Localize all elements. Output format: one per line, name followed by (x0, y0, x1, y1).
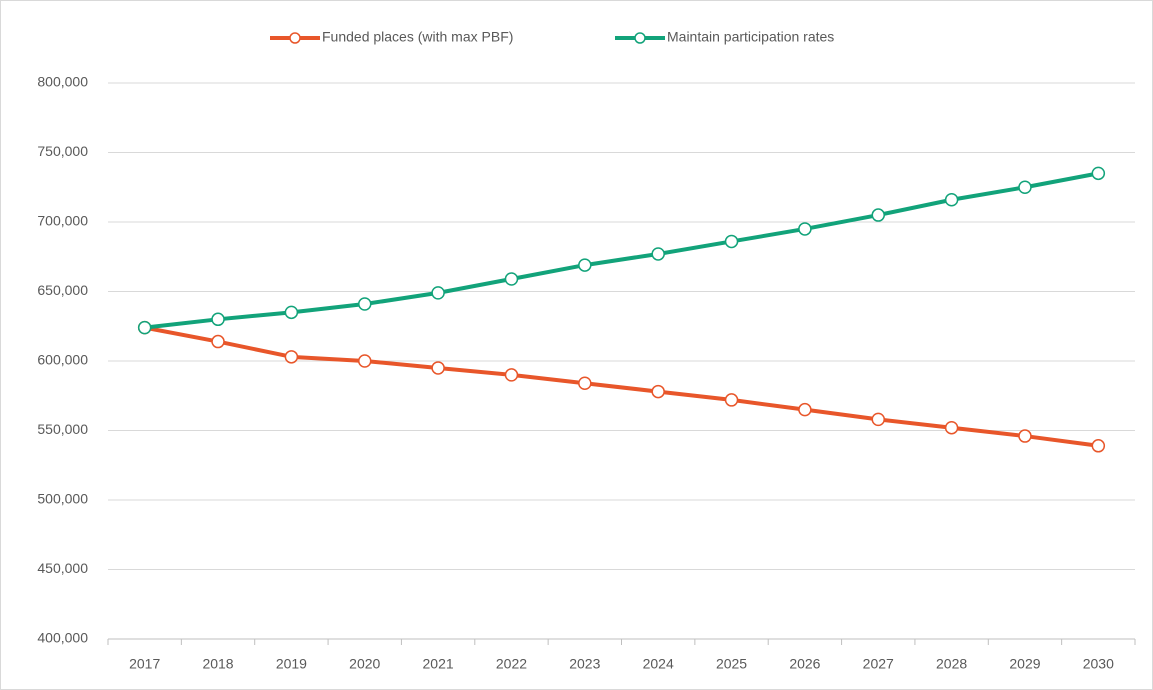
y-tick-label: 750,000 (37, 143, 88, 159)
series-line (144, 325, 1099, 448)
x-tick-label: 2027 (863, 656, 894, 672)
data-point (651, 247, 665, 261)
x-tick-label: 2018 (202, 656, 233, 672)
data-point (578, 258, 592, 272)
y-tick-label: 650,000 (37, 282, 88, 298)
x-tick-label: 2023 (569, 656, 600, 672)
x-tick-label: 2029 (1009, 656, 1040, 672)
data-point (1091, 439, 1106, 453)
x-tick-label: 2028 (936, 656, 967, 672)
y-tick-label: 450,000 (37, 560, 88, 576)
series-line (144, 171, 1099, 330)
x-tick-label: 2020 (349, 656, 380, 672)
data-point (358, 354, 372, 368)
data-point (284, 350, 299, 364)
y-tick-label: 800,000 (37, 74, 88, 90)
data-point (724, 393, 739, 407)
legend-label: Funded places (with max PBF) (322, 29, 513, 45)
data-point (504, 368, 519, 382)
data-point (798, 402, 812, 417)
data-point (137, 320, 152, 335)
data-point (504, 272, 519, 286)
data-point (798, 222, 812, 236)
y-tick-label: 600,000 (37, 352, 88, 368)
data-point (578, 376, 592, 390)
data-point (871, 412, 885, 427)
x-tick-label: 2022 (496, 656, 527, 672)
y-tick-label: 400,000 (37, 630, 88, 646)
y-tick-label: 700,000 (37, 213, 88, 229)
data-point (1018, 180, 1032, 194)
data-point (724, 234, 739, 249)
x-tick-label: 2026 (789, 656, 820, 672)
data-point (651, 384, 665, 399)
legend-marker (634, 32, 646, 44)
x-tick-label: 2030 (1083, 656, 1114, 672)
x-tick-label: 2017 (129, 656, 160, 672)
data-point (944, 420, 959, 435)
data-point (284, 305, 299, 320)
x-tick-label: 2019 (276, 656, 307, 672)
data-point (871, 208, 885, 222)
legend-label: Maintain participation rates (667, 29, 834, 45)
data-point (358, 297, 372, 311)
data-point (211, 334, 225, 349)
data-point (431, 286, 445, 300)
x-tick-label: 2025 (716, 656, 747, 672)
data-point (1018, 429, 1032, 443)
y-tick-label: 550,000 (37, 421, 88, 437)
data-point (211, 312, 225, 327)
legend-marker (289, 32, 301, 44)
y-tick-label: 500,000 (37, 491, 88, 507)
data-point (431, 361, 445, 375)
x-tick-label: 2024 (643, 656, 674, 672)
data-point (1091, 166, 1106, 181)
data-point (944, 193, 959, 207)
x-tick-label: 2021 (423, 656, 454, 672)
